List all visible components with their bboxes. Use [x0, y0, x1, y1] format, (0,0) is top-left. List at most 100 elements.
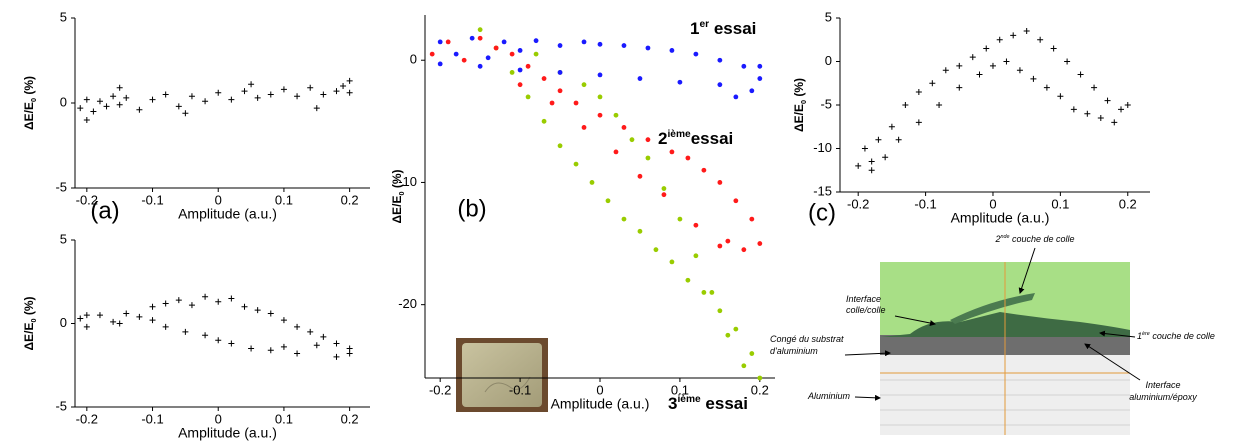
point	[717, 57, 723, 63]
point	[605, 198, 611, 204]
point	[1084, 110, 1091, 117]
panel-label: (a)	[90, 197, 119, 224]
point	[749, 351, 755, 356]
y-tick-label: 5	[60, 231, 67, 246]
point	[333, 340, 340, 347]
point	[175, 103, 182, 110]
point	[477, 63, 483, 69]
point	[661, 192, 667, 198]
point	[757, 375, 763, 381]
point	[661, 186, 667, 191]
point	[1077, 71, 1084, 78]
point	[188, 302, 195, 309]
point	[149, 317, 156, 324]
point	[241, 303, 248, 310]
point	[509, 70, 515, 75]
x-axis-label: Amplitude (a.u.)	[178, 206, 277, 222]
point	[1023, 28, 1030, 35]
point	[621, 216, 627, 222]
point	[294, 350, 301, 357]
x-tick-label: 0.1	[275, 192, 293, 207]
point	[307, 328, 314, 335]
point	[1030, 75, 1037, 82]
x-tick-label: -0.1	[914, 196, 936, 211]
point	[228, 295, 235, 302]
point	[215, 337, 222, 344]
x-tick-label: -0.2	[76, 411, 98, 426]
x-tick-label: -0.2	[847, 196, 869, 211]
point	[757, 63, 763, 69]
y-tick-label: -10	[398, 174, 417, 189]
point	[855, 162, 862, 169]
point	[525, 63, 531, 69]
point	[685, 277, 691, 283]
x-axis-label: Amplitude (a.u.)	[951, 210, 1050, 226]
point	[693, 51, 699, 57]
point	[1118, 106, 1125, 113]
point	[116, 84, 123, 91]
point	[597, 112, 603, 118]
point	[254, 307, 261, 314]
point	[241, 88, 248, 95]
point	[116, 101, 123, 108]
point	[573, 161, 579, 167]
point	[597, 41, 603, 47]
point	[701, 167, 707, 173]
point	[533, 38, 539, 44]
point	[123, 94, 130, 101]
y-tick-label: -15	[813, 183, 832, 198]
point	[267, 310, 274, 317]
point	[1016, 67, 1023, 74]
point	[123, 310, 130, 317]
point	[929, 80, 936, 87]
x-axis-label: Amplitude (a.u.)	[178, 425, 277, 441]
point	[215, 298, 222, 305]
point	[936, 102, 943, 108]
point	[996, 36, 1003, 43]
panel-label: (c)	[808, 199, 836, 226]
point	[1037, 36, 1044, 43]
point	[280, 343, 287, 350]
point	[517, 82, 523, 88]
point	[267, 347, 274, 354]
series-annotation: 1er essai	[690, 19, 756, 39]
point	[333, 88, 340, 95]
x-tick-label: 0.2	[1119, 196, 1137, 211]
x-tick-label: -0.1	[509, 382, 531, 397]
point	[1064, 58, 1071, 65]
point	[669, 48, 675, 53]
point	[1070, 106, 1077, 113]
point	[96, 98, 103, 105]
point	[653, 247, 659, 253]
point	[915, 119, 922, 126]
x-tick-label: 0.2	[751, 382, 769, 397]
point	[549, 100, 555, 106]
point	[637, 76, 643, 81]
x-tick-label: 0	[215, 192, 222, 207]
point	[888, 123, 895, 130]
x-tick-label: 0.2	[341, 411, 359, 426]
y-tick-label: -5	[55, 398, 67, 413]
point	[645, 137, 651, 143]
series-annotation: 2ièmeessai	[658, 129, 733, 149]
micrograph: 2nde couche de colle Interface colle/coll…	[770, 234, 1215, 435]
point	[557, 143, 563, 149]
point	[875, 136, 882, 143]
point	[685, 155, 691, 161]
point	[749, 88, 755, 94]
point	[637, 173, 643, 179]
point	[1057, 93, 1064, 100]
series-annotation: 3ième essai	[668, 394, 748, 414]
point	[267, 91, 274, 98]
point	[757, 76, 763, 81]
point	[83, 117, 90, 123]
point	[589, 180, 595, 185]
point	[509, 51, 515, 57]
scatter-chart: -15 -10 -5 0 5 -0.2 -0.1 0 0.1 0.2 Amplitude (a.u.…	[792, 9, 1150, 226]
point	[477, 35, 483, 41]
micrograph-label: Interface aluminium/époxy	[1129, 380, 1197, 402]
y-tick-label: 5	[825, 9, 832, 24]
point	[313, 105, 320, 112]
point	[1097, 115, 1104, 122]
point	[149, 303, 156, 310]
